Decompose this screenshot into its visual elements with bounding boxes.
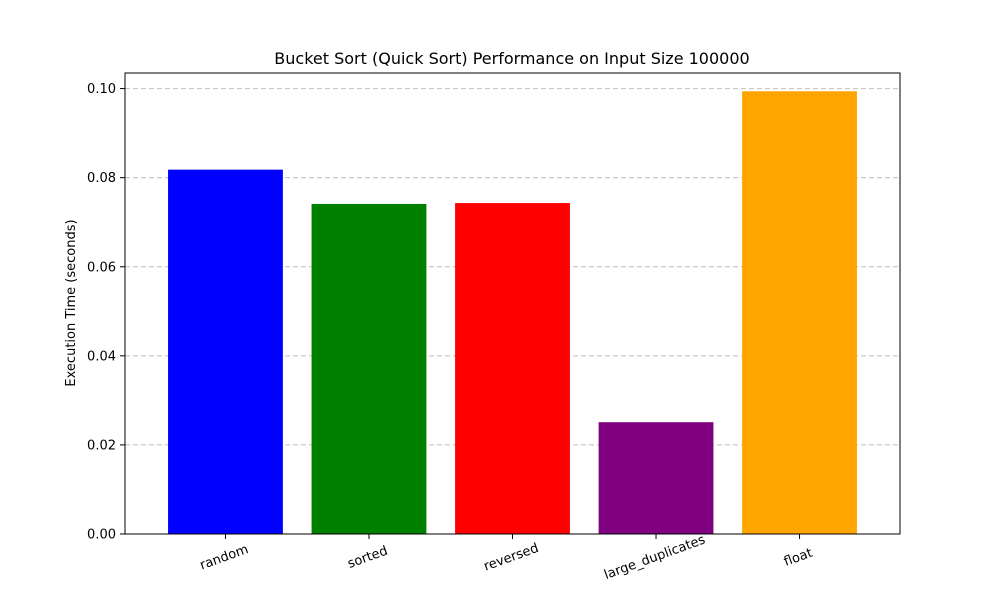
x-tick-label: random	[198, 542, 251, 573]
x-tick-label: float	[782, 546, 815, 570]
bar-large-duplicates	[598, 422, 714, 534]
y-axis-label: Execution Time (seconds)	[64, 219, 79, 386]
bar-float	[742, 91, 857, 534]
x-tick-label: large_duplicates	[602, 532, 707, 583]
x-tick-label: sorted	[346, 544, 390, 572]
y-tick-label: 0.04	[87, 349, 116, 364]
bar-reversed	[455, 203, 570, 534]
bar-random	[168, 169, 283, 534]
y-tick-label: 0.08	[87, 171, 116, 186]
y-tick-label: 0.02	[87, 438, 116, 453]
y-axis-ticks: 0.00 0.02 0.04 0.06 0.08 0.10	[87, 82, 125, 543]
bar-sorted	[311, 203, 427, 534]
x-tick-label: reversed	[482, 541, 541, 575]
y-tick-label: 0.06	[87, 260, 116, 275]
y-tick-label: 0.00	[87, 528, 116, 543]
y-tick-label: 0.10	[87, 82, 116, 97]
chart-title: Bucket Sort (Quick Sort) Performance on …	[274, 49, 749, 68]
x-axis-ticks: random sorted reversed large_duplicates floa…	[198, 532, 815, 583]
bars	[168, 91, 857, 534]
